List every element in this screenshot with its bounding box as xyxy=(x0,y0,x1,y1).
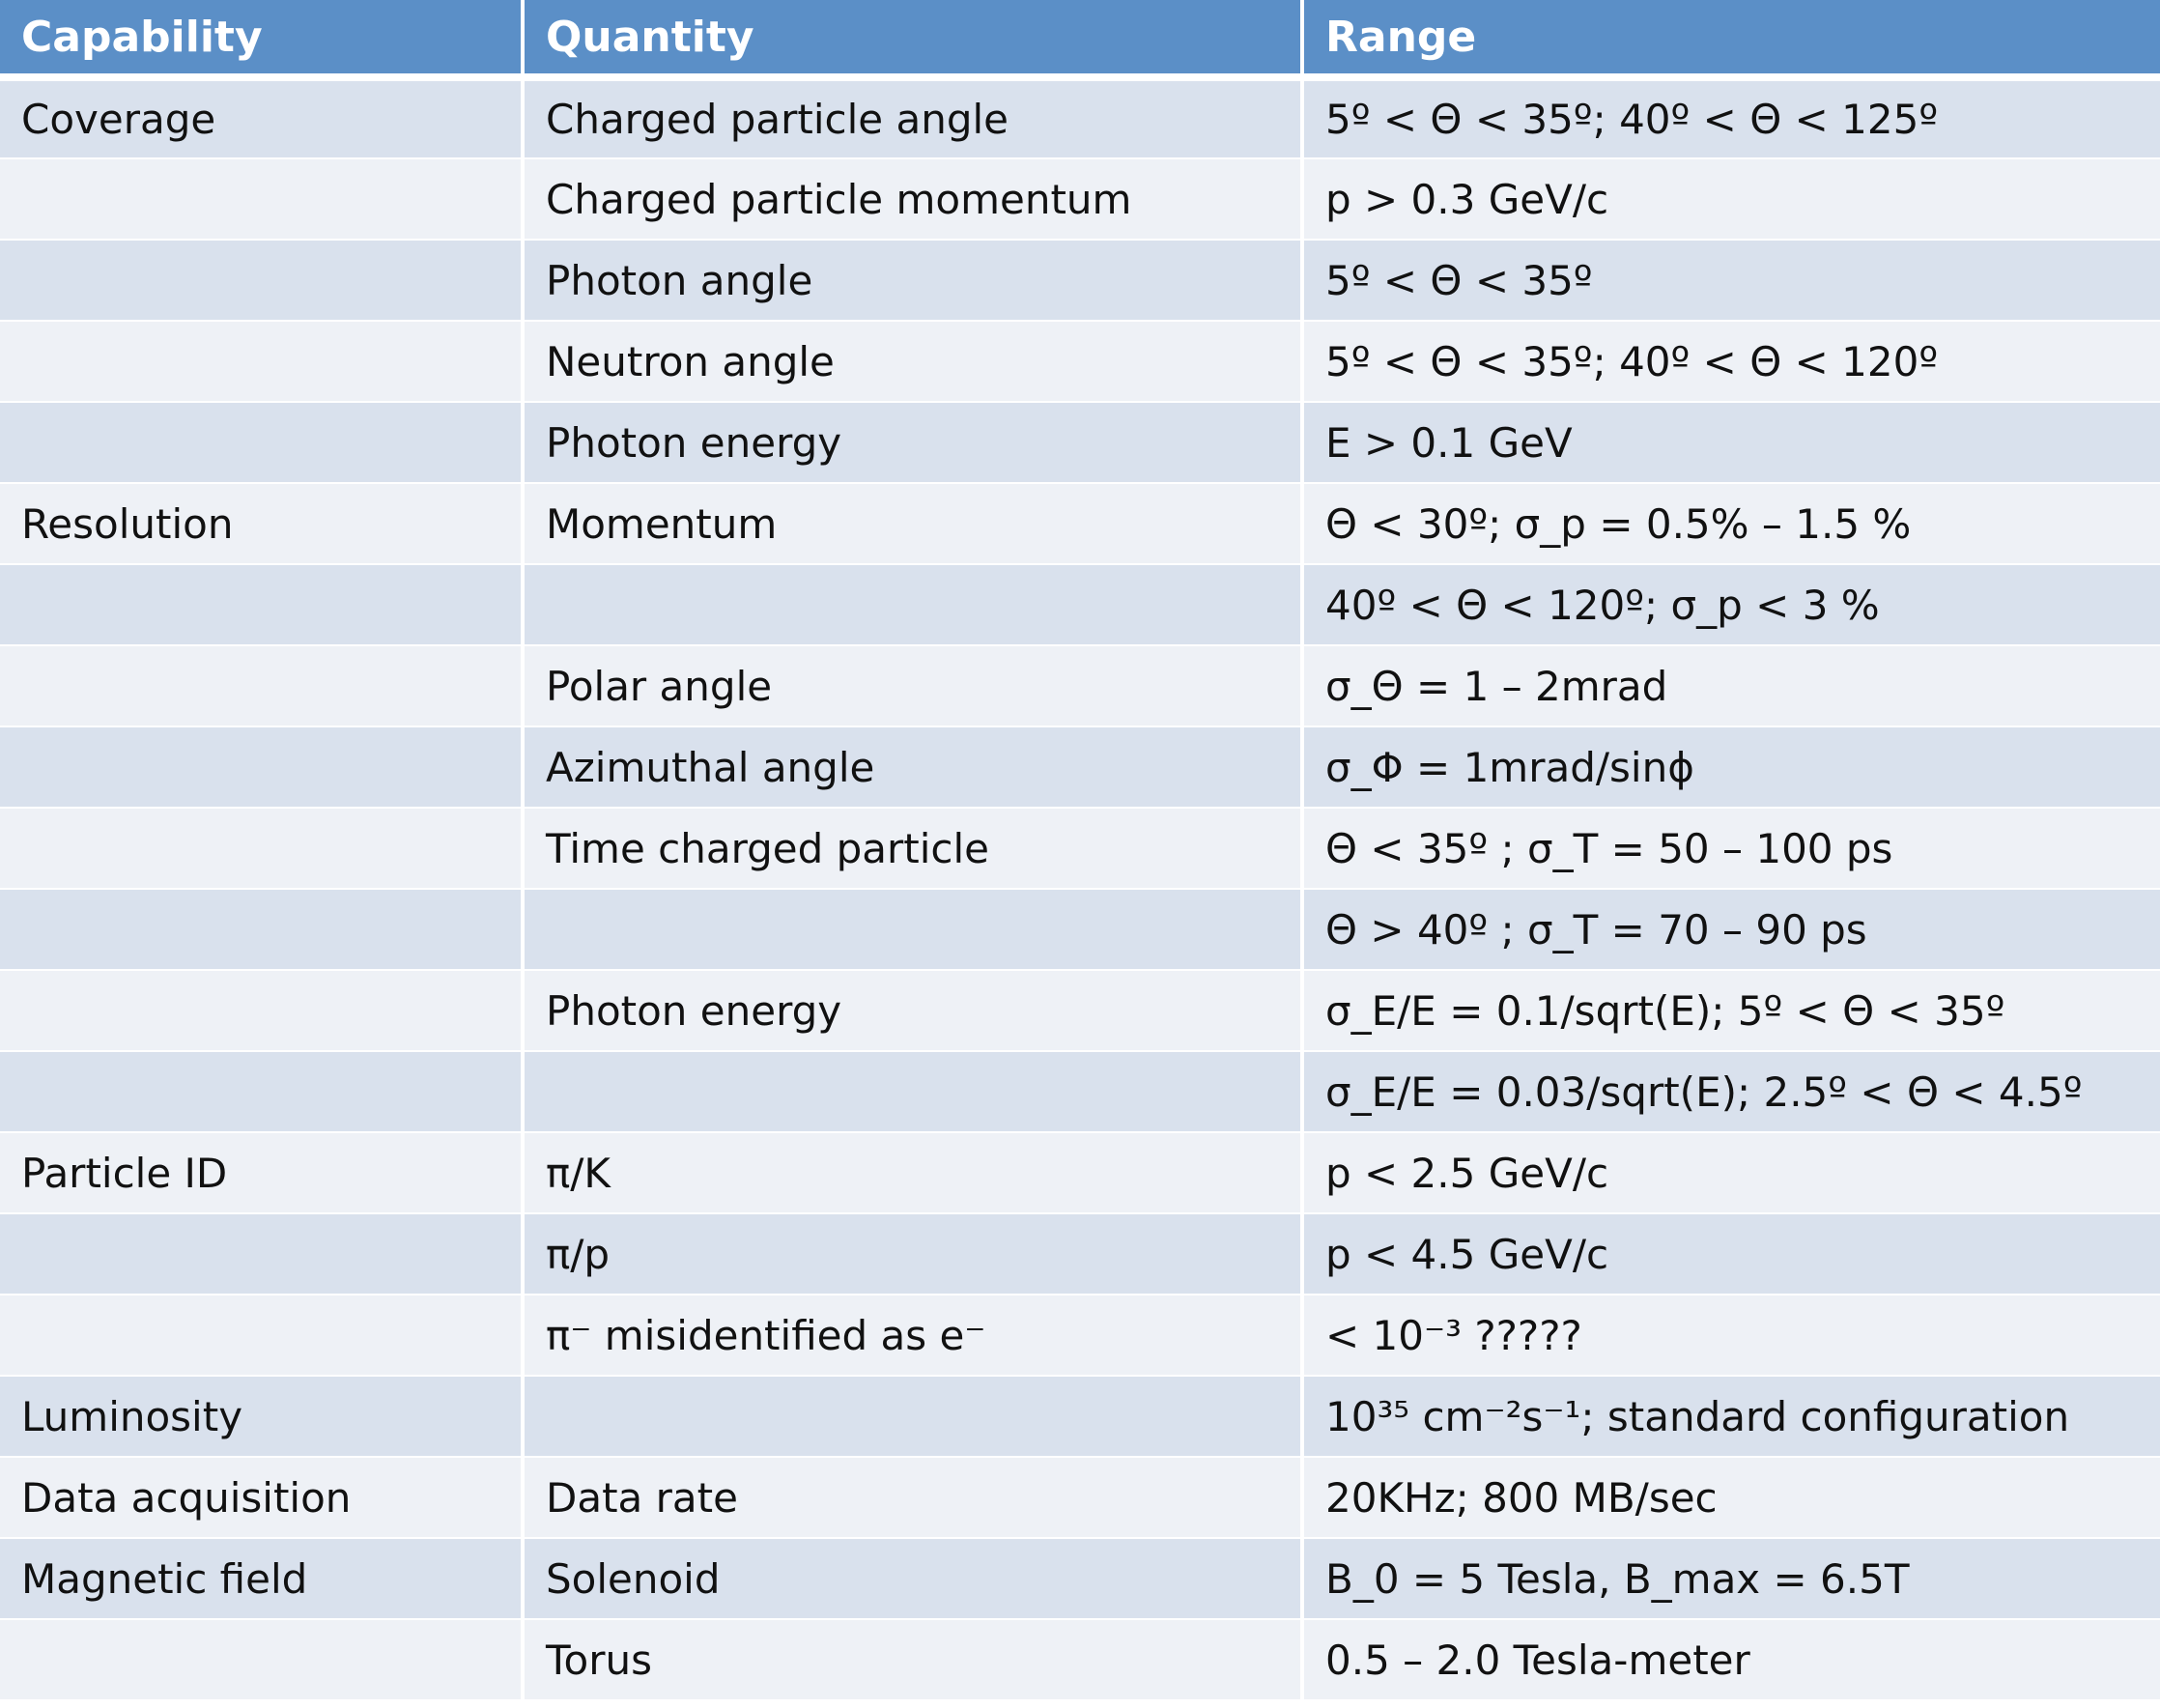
quantity-cell xyxy=(523,1376,1304,1458)
quantity-cell xyxy=(523,564,1304,646)
quantity-cell: Photon energy xyxy=(523,402,1304,484)
table-row: Photon energy σ_E/E = 0.1/sqrt(E); 5º < Θ… xyxy=(0,970,2160,1052)
table-body: Coverage Charged particle angle 5º < Θ < 3… xyxy=(0,77,2160,1701)
capability-cell xyxy=(0,1619,525,1701)
table-row: Polar angle σ_Θ = 1 – 2mrad xyxy=(0,645,2160,727)
table-row: Luminosity 10³⁵ cm⁻²s⁻¹; standard config… xyxy=(0,1376,2160,1458)
capability-cell xyxy=(0,1213,525,1295)
range-cell: 5º < Θ < 35º; 40º < Θ < 125º xyxy=(1302,77,2160,159)
range-cell: 5º < Θ < 35º xyxy=(1302,240,2160,322)
capability-cell: Luminosity xyxy=(0,1376,525,1458)
capability-cell xyxy=(0,970,525,1052)
table-row: Resolution Momentum Θ < 30º; σ_p = 0.5% – … xyxy=(0,483,2160,565)
capability-cell xyxy=(0,1051,525,1133)
table-row: Charged particle momentum p > 0.3 GeV/c xyxy=(0,158,2160,241)
capability-cell xyxy=(0,240,525,322)
capability-cell xyxy=(0,889,525,971)
range-cell: p < 2.5 GeV/c xyxy=(1302,1132,2160,1214)
range-cell: 5º < Θ < 35º; 40º < Θ < 120º xyxy=(1302,321,2160,403)
table-row: π/p p < 4.5 GeV/c xyxy=(0,1213,2160,1295)
quantity-cell xyxy=(523,1051,1304,1133)
table-row: Time charged particle Θ < 35º ; σ_T = 50 … xyxy=(0,808,2160,890)
table-row: Photon angle 5º < Θ < 35º xyxy=(0,240,2160,322)
range-cell: 20KHz; 800 MB/sec xyxy=(1302,1457,2160,1539)
range-cell: p < 4.5 GeV/c xyxy=(1302,1213,2160,1295)
quantity-cell: π⁻ misidentified as e⁻ xyxy=(523,1295,1304,1377)
quantity-cell: Azimuthal angle xyxy=(523,726,1304,809)
capability-cell xyxy=(0,564,525,646)
quantity-cell: Solenoid xyxy=(523,1538,1304,1620)
quantity-cell: Polar angle xyxy=(523,645,1304,727)
table-row: σ_E/E = 0.03/sqrt(E); 2.5º < Θ < 4.5º xyxy=(0,1051,2160,1133)
table-row: π⁻ misidentified as e⁻ < 10⁻³ ????? xyxy=(0,1295,2160,1377)
range-cell: σ_E/E = 0.1/sqrt(E); 5º < Θ < 35º xyxy=(1302,970,2160,1052)
header-quantity: Quantity xyxy=(523,0,1304,81)
table-row: Torus 0.5 – 2.0 Tesla-meter xyxy=(0,1619,2160,1701)
quantity-cell: Time charged particle xyxy=(523,808,1304,890)
header-capability: Capability xyxy=(0,0,525,81)
capability-cell xyxy=(0,1295,525,1377)
table-row: Photon energy E > 0.1 GeV xyxy=(0,402,2160,484)
range-cell: σ_Θ = 1 – 2mrad xyxy=(1302,645,2160,727)
quantity-cell: Data rate xyxy=(523,1457,1304,1539)
range-cell: Θ > 40º ; σ_T = 70 – 90 ps xyxy=(1302,889,2160,971)
quantity-cell: Momentum xyxy=(523,483,1304,565)
header-range: Range xyxy=(1302,0,2160,81)
table-row: Magnetic field Solenoid B_0 = 5 Tesla, B_m… xyxy=(0,1538,2160,1620)
range-cell: 0.5 – 2.0 Tesla-meter xyxy=(1302,1619,2160,1701)
capability-cell xyxy=(0,726,525,809)
table-row: Neutron angle 5º < Θ < 35º; 40º < Θ < 120… xyxy=(0,321,2160,403)
table-row: Coverage Charged particle angle 5º < Θ < 3… xyxy=(0,77,2160,159)
range-cell: Θ < 35º ; σ_T = 50 – 100 ps xyxy=(1302,808,2160,890)
range-cell: E > 0.1 GeV xyxy=(1302,402,2160,484)
range-cell: 10³⁵ cm⁻²s⁻¹; standard configuration xyxy=(1302,1376,2160,1458)
range-cell: < 10⁻³ ????? xyxy=(1302,1295,2160,1377)
capability-cell xyxy=(0,808,525,890)
range-cell: 40º < Θ < 120º; σ_p < 3 % xyxy=(1302,564,2160,646)
capability-cell xyxy=(0,645,525,727)
range-cell: σ_E/E = 0.03/sqrt(E); 2.5º < Θ < 4.5º xyxy=(1302,1051,2160,1133)
table-row: 40º < Θ < 120º; σ_p < 3 % xyxy=(0,564,2160,646)
header-row: Capability Quantity Range xyxy=(0,0,2160,81)
capability-cell: Data acquisition xyxy=(0,1457,525,1539)
range-cell: Θ < 30º; σ_p = 0.5% – 1.5 % xyxy=(1302,483,2160,565)
quantity-cell: Photon angle xyxy=(523,240,1304,322)
capability-cell: Coverage xyxy=(0,77,525,159)
range-cell: σ_Φ = 1mrad/sinϕ xyxy=(1302,726,2160,809)
quantity-cell: Charged particle momentum xyxy=(523,158,1304,241)
range-cell: p > 0.3 GeV/c xyxy=(1302,158,2160,241)
capability-cell: Magnetic field xyxy=(0,1538,525,1620)
quantity-cell: π/p xyxy=(523,1213,1304,1295)
capability-cell xyxy=(0,402,525,484)
quantity-cell: Torus xyxy=(523,1619,1304,1701)
capability-cell xyxy=(0,158,525,241)
capability-cell: Resolution xyxy=(0,483,525,565)
quantity-cell: π/K xyxy=(523,1132,1304,1214)
table-row: Azimuthal angle σ_Φ = 1mrad/sinϕ xyxy=(0,726,2160,809)
quantity-cell: Neutron angle xyxy=(523,321,1304,403)
range-cell: B_0 = 5 Tesla, B_max = 6.5T xyxy=(1302,1538,2160,1620)
quantity-cell: Photon energy xyxy=(523,970,1304,1052)
capability-cell xyxy=(0,321,525,403)
table-row: Particle ID π/K p < 2.5 GeV/c xyxy=(0,1132,2160,1214)
capability-cell: Particle ID xyxy=(0,1132,525,1214)
quantity-cell xyxy=(523,889,1304,971)
table-row: Data acquisition Data rate 20KHz; 800 MB/s… xyxy=(0,1457,2160,1539)
quantity-cell: Charged particle angle xyxy=(523,77,1304,159)
table-row: Θ > 40º ; σ_T = 70 – 90 ps xyxy=(0,889,2160,971)
